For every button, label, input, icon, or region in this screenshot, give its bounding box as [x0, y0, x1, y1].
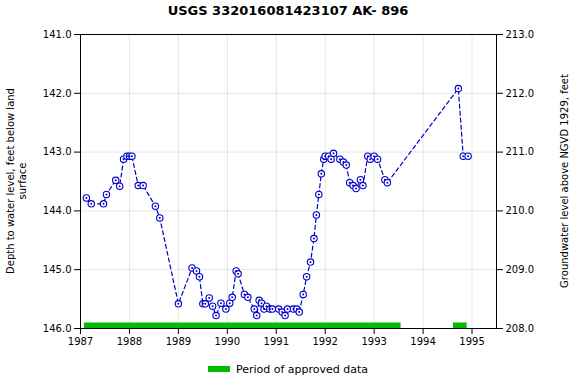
- svg-text:141.0: 141.0: [43, 29, 72, 40]
- svg-text:212.0: 212.0: [506, 88, 535, 99]
- svg-text:1989: 1989: [166, 336, 191, 347]
- svg-text:1995: 1995: [459, 336, 484, 347]
- svg-text:142.0: 142.0: [43, 88, 72, 99]
- svg-text:Depth to water level, feet bel: Depth to water level, feet below landsur…: [5, 88, 28, 274]
- svg-text:1994: 1994: [410, 336, 435, 347]
- svg-text:1988: 1988: [117, 336, 142, 347]
- svg-text:143.0: 143.0: [43, 146, 72, 157]
- svg-text:211.0: 211.0: [506, 146, 535, 157]
- svg-text:1992: 1992: [312, 336, 337, 347]
- html-text:Period of approved data: Period of approved data: [235, 362, 369, 376]
- svg-text:209.0: 209.0: [506, 264, 535, 275]
- svg-text:210.0: 210.0: [506, 205, 535, 216]
- svg-text:Groundwater level above NGVD 1: Groundwater level above NGVD 1929, feet: [559, 74, 570, 288]
- svg-text:144.0: 144.0: [43, 205, 72, 216]
- svg-text:208.0: 208.0: [506, 323, 535, 334]
- svg-text:1991: 1991: [264, 336, 289, 347]
- svg-text:213.0: 213.0: [506, 29, 535, 40]
- svg-text:145.0: 145.0: [43, 264, 72, 275]
- svg-text:1990: 1990: [215, 336, 240, 347]
- svg-text:1987: 1987: [68, 336, 93, 347]
- html-text:USGS 332016081423107 AK- 896: USGS 332016081423107 AK- 896: [167, 3, 409, 18]
- svg-text:146.0: 146.0: [43, 323, 72, 334]
- svg-text:1993: 1993: [361, 336, 386, 347]
